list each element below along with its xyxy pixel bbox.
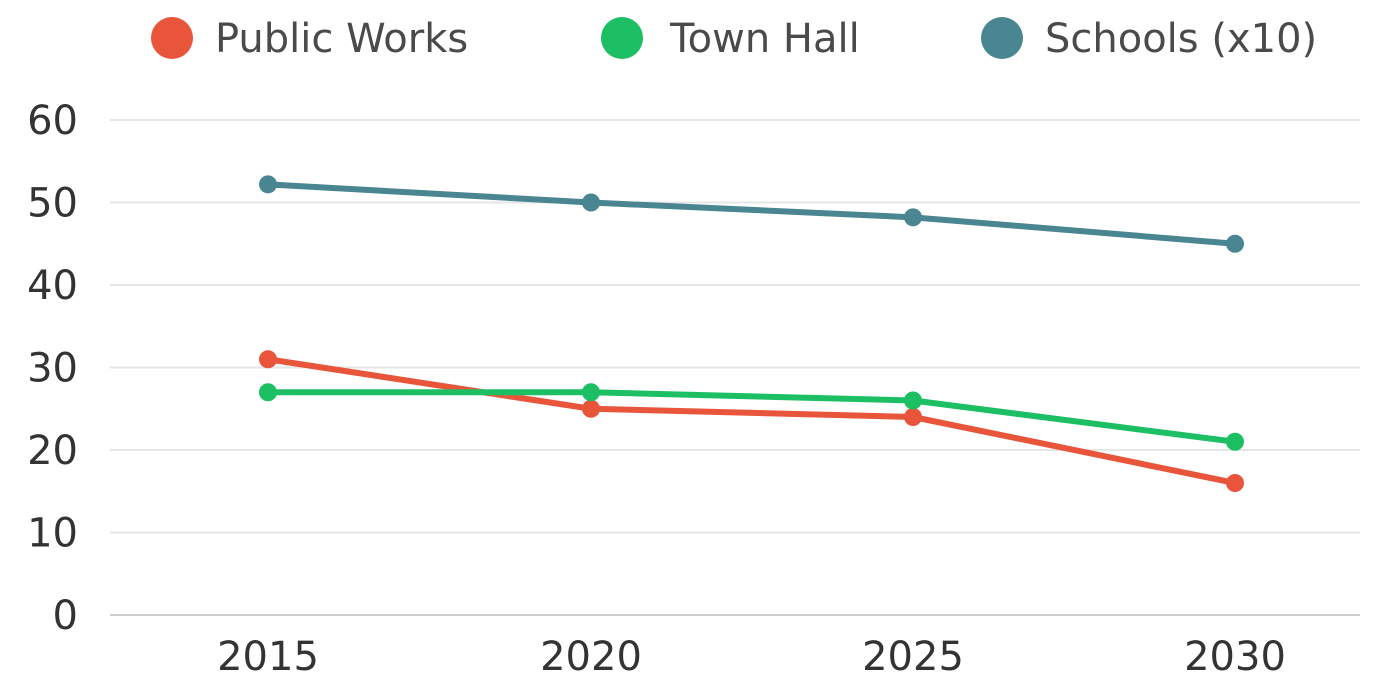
y-tick-label: 40 [27,263,78,309]
data-point[interactable] [259,175,277,194]
x-tick-label: 2025 [862,634,964,676]
x-tick-label: 2030 [1184,634,1286,676]
chart-gridlines [110,119,1360,616]
legend-marker [981,17,1023,59]
chart-series [259,175,1244,492]
series-line [265,389,1238,445]
data-point[interactable] [582,193,600,212]
series-line [265,356,1238,486]
y-tick-label: 0 [53,593,78,639]
y-tick-label: 50 [27,181,78,227]
legend-marker [601,17,643,59]
data-point[interactable] [259,350,277,369]
data-point[interactable] [904,208,922,227]
y-tick-label: 20 [27,428,78,474]
series-public-works [259,350,1244,492]
legend-label: Town Hall [669,16,860,62]
legend-item[interactable]: Public Works [151,16,468,62]
data-point[interactable] [1226,432,1244,451]
series-schools-x10 [259,175,1244,253]
data-point[interactable] [904,408,922,426]
data-point[interactable] [582,399,600,418]
series-town-hall [259,383,1244,451]
chart-legend: Public Works Town Hall Schools (x10) [151,16,1317,62]
legend-label: Schools (x10) [1045,16,1317,62]
legend-label: Public Works [215,16,468,62]
y-tick-label: 30 [27,346,78,392]
data-point[interactable] [582,383,600,402]
legend-item[interactable]: Town Hall [601,16,860,62]
data-point[interactable] [1226,234,1244,253]
x-tick-label: 2020 [540,634,642,676]
data-point[interactable] [904,391,922,410]
data-point[interactable] [1226,474,1244,492]
x-tick-label: 2015 [217,634,319,676]
data-point[interactable] [259,383,277,402]
legend-marker [151,17,193,59]
x-axis: 2015 2020 2025 2030 [217,634,1286,676]
legend-item[interactable]: Schools (x10) [981,16,1317,62]
y-tick-label: 10 [27,511,78,557]
series-line [265,181,1238,247]
y-tick-label: 60 [27,98,78,144]
y-axis: 0 10 20 30 40 50 60 [27,98,78,639]
